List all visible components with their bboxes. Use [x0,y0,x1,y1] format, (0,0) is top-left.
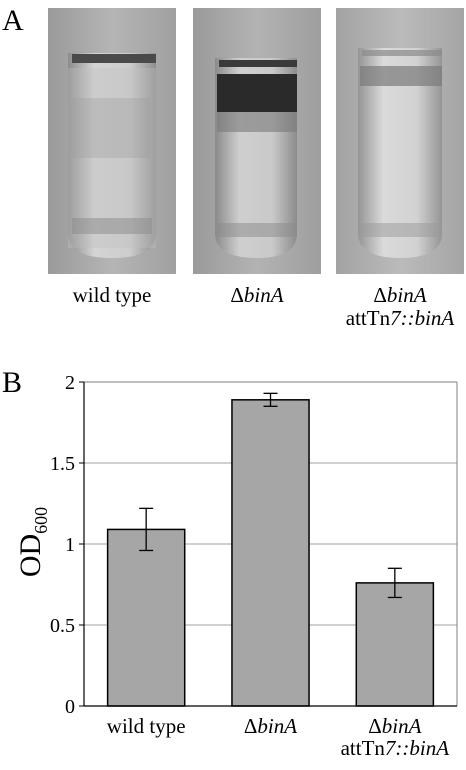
x-category-label: wild type [107,714,186,738]
tube-photo-binA-complemented [336,8,464,274]
bar [355,582,435,707]
x-category-label: ΔbinA [244,714,297,738]
y-tick-label: 1.5 [50,453,75,475]
panel-a-letter: A [2,4,24,37]
tube-caption-binA-complemented: ΔbinA attTn7::binA [345,283,455,331]
y-tick-label: 0 [65,696,75,718]
y-ticks: 0 0.5 1 1.5 2 [50,372,457,718]
bar [231,399,310,707]
y-tick-label: 2 [65,372,75,394]
x-category-label: attTn7::binA [341,736,450,760]
panel-b-letter: B [2,366,23,399]
tube-photo-wild-type [48,8,176,274]
bar-chart: 00.511.52 wild type ΔbinA ΔbinAattTn7::bin… [14,372,458,760]
tube-photo-binA [193,8,321,274]
x-category-label: ΔbinA [368,714,421,738]
tube-caption-binA: ΔbinA [230,283,284,307]
y-axis-label: OD600 [14,507,51,577]
bar [106,528,186,707]
y-tick-label: 1 [65,534,75,556]
bars [106,392,435,707]
tube-caption-wild-type: wild type [72,283,152,307]
y-tick-label: 0.5 [50,615,75,637]
